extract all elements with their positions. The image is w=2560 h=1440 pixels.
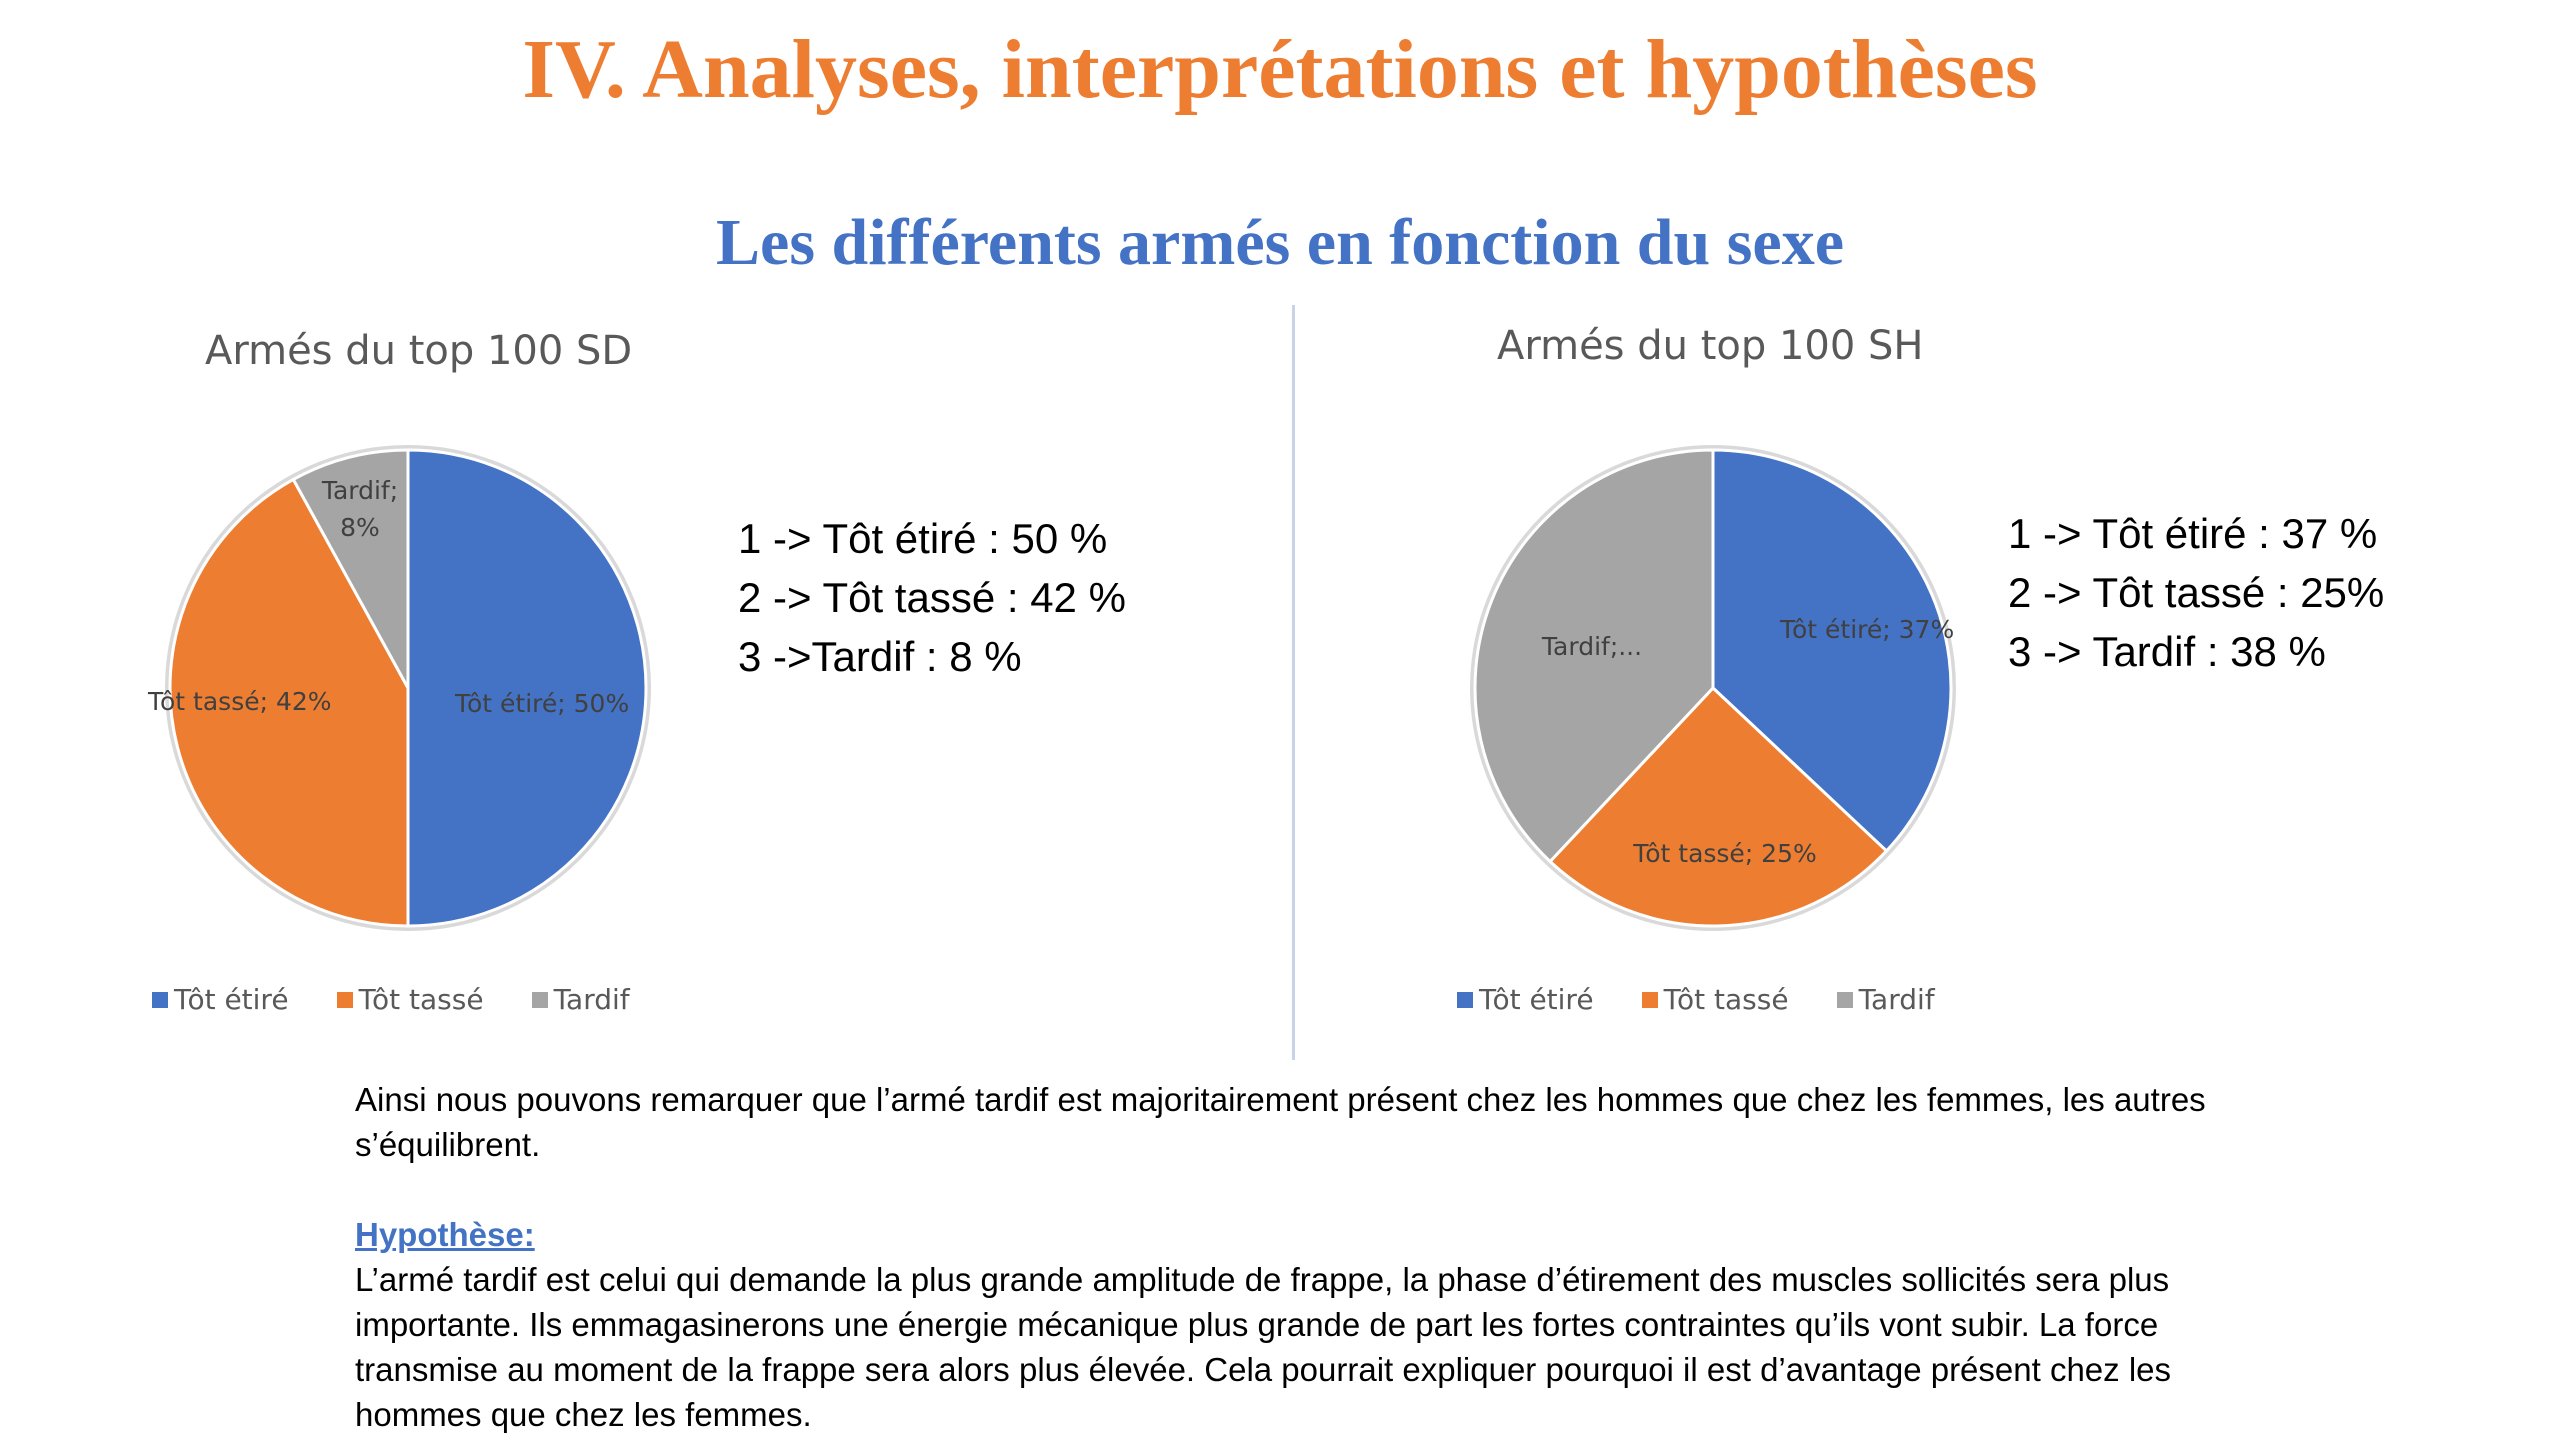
slide-title: IV. Analyses, interprétations et hypothè… <box>522 23 2038 116</box>
chart-title-sh: Armés du top 100 SH <box>1497 323 1924 369</box>
slice-label-tot-etire: Tôt étiré; 37% <box>1779 615 1954 644</box>
legend-label: Tôt étiré <box>1479 983 1594 1016</box>
hypothesis-heading: Hypothèse: <box>355 1216 535 1253</box>
legend-label: Tardif <box>1858 983 1935 1016</box>
legend-swatch-blue <box>152 991 168 1008</box>
summary-sh: 1 -> Tôt étiré : 37 % 2 -> Tôt tassé : 2… <box>2008 505 2384 682</box>
legend-item-tot-etire: Tôt étiré <box>1457 983 1594 1016</box>
legend-item-tot-tasse: Tôt tassé <box>336 983 484 1016</box>
legend-swatch-blue <box>1457 991 1473 1008</box>
chart-title-sd: Armés du top 100 SD <box>205 328 633 374</box>
summary-line: 2 -> Tôt tassé : 25% <box>2008 569 2385 616</box>
legend-swatch-gray <box>531 991 548 1008</box>
legend-swatch-gray <box>1836 991 1853 1008</box>
pie-outline <box>165 445 651 931</box>
legend-item-tot-tasse: Tôt tassé <box>1641 983 1789 1016</box>
pie-slice-tardif <box>291 448 410 689</box>
legend-sd: Tôt étiré Tôt tassé Tardif <box>152 983 630 1016</box>
legend-swatch-orange <box>1641 991 1658 1008</box>
legend-label: Tôt tassé <box>1663 983 1789 1016</box>
legend-item-tardif: Tardif <box>1836 983 1935 1016</box>
legend-swatch-orange <box>336 991 353 1008</box>
pie-slice-tot-tasse <box>1547 685 1889 928</box>
pie-slice-tardif <box>1473 448 1715 864</box>
legend-sh: Tôt étiré Tôt tassé Tardif <box>1457 983 1935 1016</box>
slice-label-tot-tasse: Tôt tassé; 25% <box>1632 839 1817 868</box>
divider <box>1292 305 1295 1060</box>
legend-label: Tardif <box>553 983 630 1016</box>
summary-line: 2 -> Tôt tassé : 42 % <box>738 574 1126 621</box>
pie-slice-tot-etire <box>406 448 648 928</box>
legend-label: Tôt étiré <box>174 983 289 1016</box>
slice-label-tardif: Tardif;... <box>1541 632 1642 661</box>
slide-subtitle: Les différents armés en fonction du sexe <box>716 206 1844 279</box>
observation-text: Ainsi nous pouvons remarquer que l’armé … <box>355 1081 2206 1163</box>
slice-label-tot-tasse: Tôt tassé; 42% <box>147 687 332 716</box>
pie-slice-tot-tasse <box>168 477 410 928</box>
summary-line: 1 -> Tôt étiré : 50 % <box>738 515 1108 562</box>
summary-line: 3 -> Tardif : 38 % <box>2008 628 2326 675</box>
summary-line: 1 -> Tôt étiré : 37 % <box>2008 510 2378 557</box>
pie-slice-tot-etire <box>1711 448 1953 854</box>
legend-item-tardif: Tardif <box>531 983 630 1016</box>
summary-line: 3 ->Tardif : 8 % <box>738 633 1022 680</box>
legend-label: Tôt tassé <box>358 983 484 1016</box>
legend-item-tot-etire: Tôt étiré <box>152 983 289 1016</box>
slice-label-tardif: Tardif; 8% <box>321 476 398 542</box>
summary-sd: 1 -> Tôt étiré : 50 % 2 -> Tôt tassé : 4… <box>738 510 1126 687</box>
slice-label-tot-etire: Tôt étiré; 50% <box>454 689 629 718</box>
pie-outline <box>1470 445 1956 931</box>
hypothesis-text: L’armé tardif est celui qui demande la p… <box>355 1261 2172 1433</box>
